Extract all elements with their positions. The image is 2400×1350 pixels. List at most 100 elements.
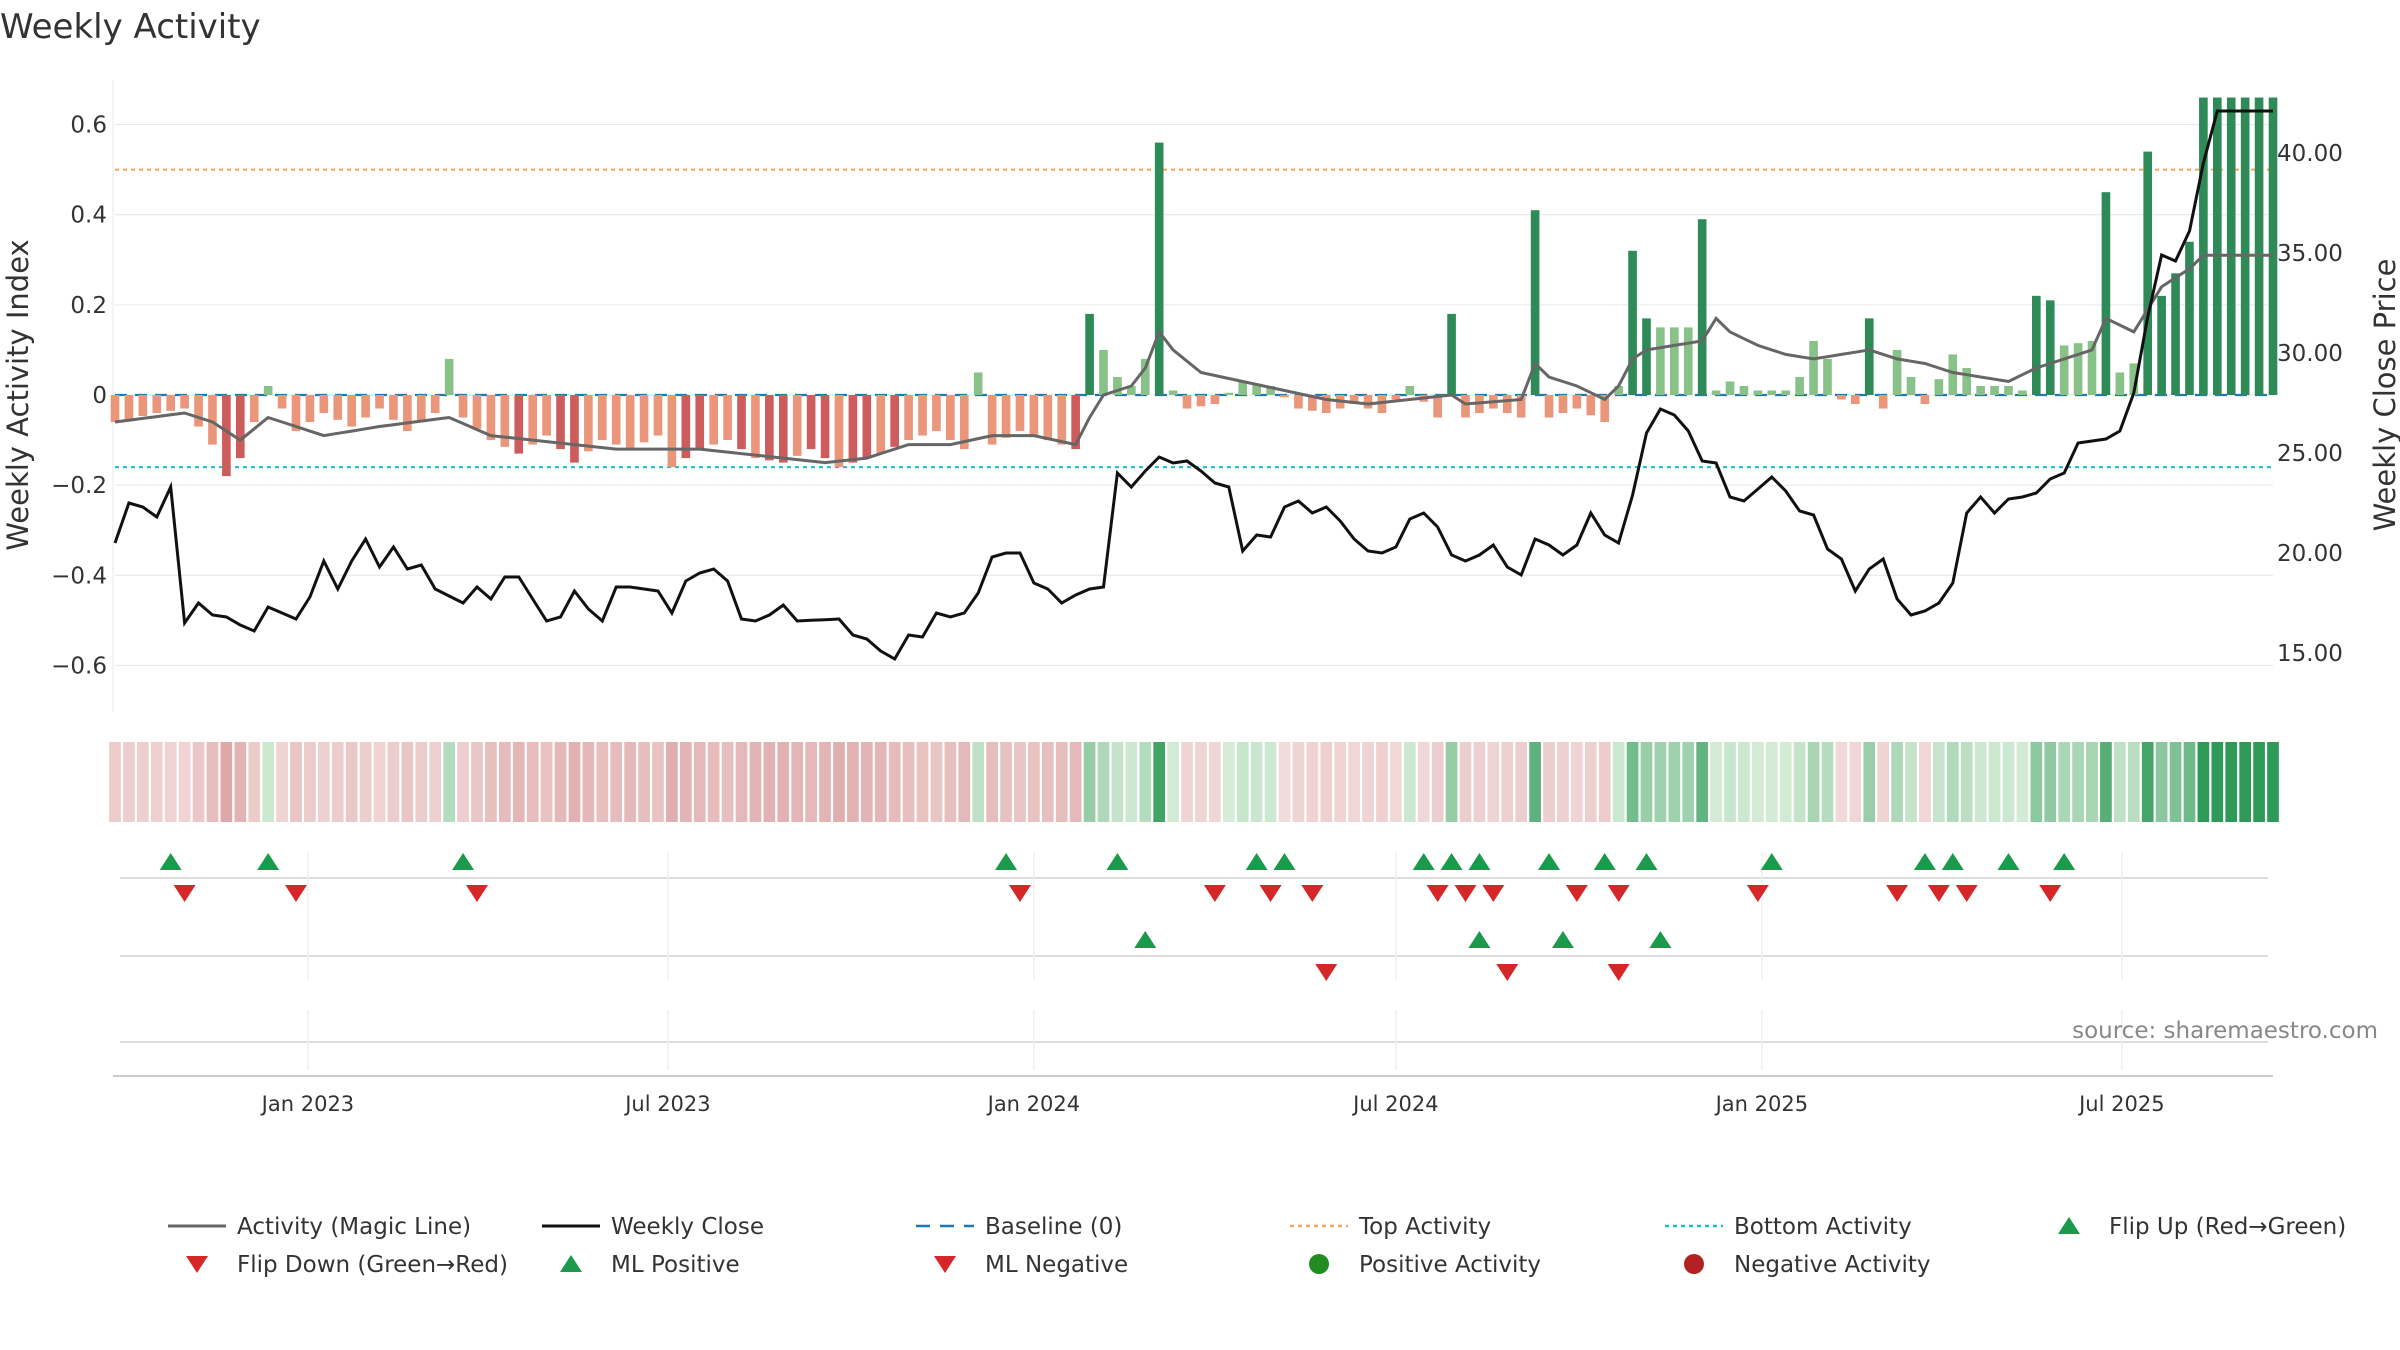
activity-bar xyxy=(2059,345,2069,395)
heat-cell xyxy=(1348,742,1360,822)
activity-bar xyxy=(1447,313,1456,395)
heat-cell xyxy=(485,742,497,822)
y2-tick-label: 35.00 xyxy=(2277,241,2343,267)
activity-bar xyxy=(681,395,691,459)
y-tick-label: −0.4 xyxy=(51,563,107,589)
heat-cell xyxy=(1612,742,1625,822)
activity-bar xyxy=(1140,358,1150,395)
heat-cell xyxy=(1250,742,1263,822)
heat-cell xyxy=(1417,742,1430,822)
activity-bar xyxy=(1864,318,1874,395)
activity-bar xyxy=(1530,210,1540,395)
activity-bar xyxy=(1767,390,1777,395)
heat-cell xyxy=(1445,742,1458,822)
activity-bar xyxy=(2212,97,2222,395)
heat-cell xyxy=(2239,742,2252,822)
flip-up-marker xyxy=(1412,853,1435,870)
activity-bar xyxy=(486,395,496,441)
heat-cell xyxy=(1459,742,1472,822)
heat-cell xyxy=(1403,742,1416,822)
heat-cell xyxy=(1988,742,2001,822)
heat-cell xyxy=(2030,742,2043,822)
heat-cell xyxy=(429,742,442,822)
activity-bar xyxy=(416,395,426,423)
heat-cell xyxy=(2086,742,2098,822)
weekly-close-line xyxy=(113,109,2273,662)
heat-cell xyxy=(1222,742,1235,822)
activity-heat-strip xyxy=(109,742,2279,822)
activity-bar xyxy=(2073,343,2083,395)
heat-cell xyxy=(2072,742,2084,822)
heat-cell xyxy=(1014,742,1026,822)
heat-cell xyxy=(109,742,121,822)
activity-bar xyxy=(904,395,913,441)
activity-bar xyxy=(1377,395,1387,414)
heat-cell xyxy=(2211,742,2224,822)
activity-bar xyxy=(1990,385,1999,395)
flip-up-marker xyxy=(257,853,280,870)
heat-cell xyxy=(847,742,859,822)
heat-cell xyxy=(735,742,748,822)
heat-cell xyxy=(1292,742,1305,822)
activity-bar xyxy=(1823,358,1832,395)
activity-bar xyxy=(389,395,398,420)
chart-title: Weekly Activity xyxy=(0,7,261,47)
heat-cell xyxy=(1779,742,1792,822)
heat-cell xyxy=(1431,742,1444,822)
heat-cell xyxy=(1515,742,1528,822)
source-note: source: sharemaestro.com xyxy=(2072,1018,2378,1044)
flip-up-marker xyxy=(1273,853,1296,870)
activity-bar xyxy=(2087,340,2097,395)
heat-cell xyxy=(1390,742,1402,822)
activity-bar xyxy=(1906,376,1916,395)
activity-bar xyxy=(973,372,983,395)
x-tick-label: Jul 2024 xyxy=(1351,1092,1438,1116)
heat-cell xyxy=(1543,742,1555,822)
activity-bar xyxy=(987,395,997,445)
activity-bar xyxy=(1349,395,1359,405)
legend-label: Top Activity xyxy=(1358,1214,1491,1240)
heat-cell xyxy=(1111,742,1124,822)
activity-bar xyxy=(792,395,802,456)
heat-cell xyxy=(596,742,609,822)
activity-bar xyxy=(1461,395,1470,418)
activity-bar xyxy=(2018,390,2027,395)
legend-swatch xyxy=(1309,1254,1329,1274)
activity-bar xyxy=(570,395,579,463)
activity-bar xyxy=(1837,395,1846,400)
activity-bar xyxy=(1099,349,1108,395)
activity-bar xyxy=(2004,385,2013,395)
flip-up-marker xyxy=(995,853,1018,870)
legend-label: Positive Activity xyxy=(1359,1252,1541,1278)
flip-down-marker xyxy=(1927,885,1950,902)
heat-cell xyxy=(610,742,623,822)
heat-cell xyxy=(415,742,428,822)
lower-grid xyxy=(113,852,2273,1077)
heat-cell xyxy=(1320,742,1333,822)
legend-label: Flip Up (Red→Green) xyxy=(2109,1214,2346,1240)
activity-bar xyxy=(556,395,565,450)
activity-bar xyxy=(709,395,718,445)
flip-down-marker xyxy=(1259,885,1282,902)
heat-cell xyxy=(666,742,678,822)
activity-bar xyxy=(458,395,468,418)
activity-bar xyxy=(611,395,621,445)
activity-bar xyxy=(1085,313,1094,395)
heat-cell xyxy=(777,742,790,822)
heat-cell xyxy=(972,742,985,822)
flip-down-marker xyxy=(1301,885,1324,902)
activity-bar xyxy=(1795,376,1804,395)
activity-bar xyxy=(1210,395,1220,405)
flip-down-marker xyxy=(465,885,488,902)
heat-cell xyxy=(2044,742,2057,822)
activity-bar xyxy=(1391,395,1401,400)
activity-bar xyxy=(959,395,969,450)
flip-up-marker xyxy=(1468,853,1491,870)
flip-down-marker xyxy=(1008,885,1031,902)
heat-cell xyxy=(1041,742,1054,822)
y-axis-ticks: 0.6 0.4 0.2 0 −0.2 −0.4 −0.6 xyxy=(51,113,107,680)
heat-cell xyxy=(1626,742,1639,822)
ml-negative-marker xyxy=(1496,964,1519,981)
heat-cell xyxy=(763,742,776,822)
legend-item: Weekly Close xyxy=(542,1214,764,1240)
